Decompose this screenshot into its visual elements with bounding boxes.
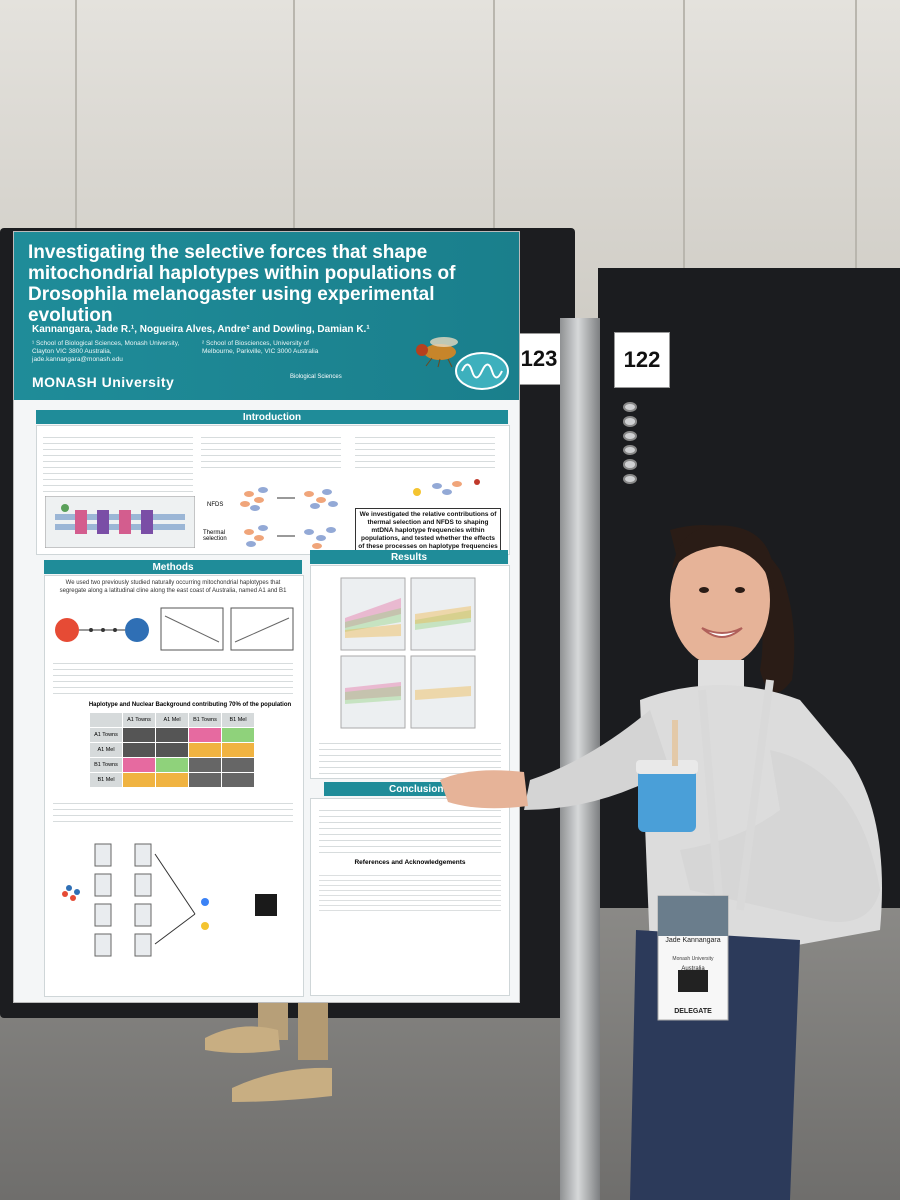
membrane-diagram xyxy=(45,496,195,548)
results-heading: Results xyxy=(310,550,508,564)
table-col-header: B1 Mel xyxy=(221,712,255,728)
table-row-header: B1 Towns xyxy=(89,757,123,773)
biosci-logo: Biological Sciences xyxy=(290,374,342,380)
magnet-strip xyxy=(620,402,640,484)
introduction-heading: Introduction xyxy=(36,410,508,424)
introduction-panel: NFDS Thermal selection We investigated t… xyxy=(36,425,510,562)
poster-header: Investigating the selective forces that … xyxy=(14,232,519,400)
badge-name: Jade Kannangara xyxy=(665,937,721,944)
table-corner xyxy=(89,712,123,728)
experimental-design-diagram xyxy=(62,843,277,957)
methods-heading: Methods xyxy=(44,560,302,574)
table-row-header: B1 Mel xyxy=(89,772,123,788)
badge-country: Australia xyxy=(681,966,705,972)
mitochondrion-icon xyxy=(455,352,509,390)
affiliation-2: ² School of Biosciences, University of M… xyxy=(202,340,319,355)
haplotype-network-and-cline-plots xyxy=(55,607,294,651)
table-col-header: A1 Towns xyxy=(122,712,156,728)
intro-text-2 xyxy=(201,432,341,468)
booth-number-122: 122 xyxy=(614,332,670,388)
results-caption-text xyxy=(319,738,501,774)
poster-authors: Kannangara, Jade R.¹, Nogueira Alves, An… xyxy=(32,324,370,335)
table-col-header: B1 Towns xyxy=(188,712,222,728)
thermal-label: Thermal selection xyxy=(203,530,227,542)
presenter-person xyxy=(440,525,882,1200)
table-row-header: A1 Towns xyxy=(89,727,123,743)
conclusions-text xyxy=(319,805,501,853)
references-heading: References and Acknowledgements xyxy=(354,859,466,866)
methods-panel: We used two previously studied naturally… xyxy=(44,575,304,997)
results-panel xyxy=(310,565,510,779)
nuclear-background-diagram xyxy=(413,479,480,496)
monash-logo: MONASH University xyxy=(32,374,175,390)
conclusions-panel: References and Acknowledgements xyxy=(310,798,510,996)
haplotype-table: A1 Towns A1 Mel B1 Towns B1 Mel A1 Towns… xyxy=(89,712,255,788)
affiliation-1: ¹ School of Biological Sciences, Monash … xyxy=(32,340,180,363)
research-poster: Investigating the selective forces that … xyxy=(14,232,519,1002)
intro-text-3 xyxy=(355,432,495,468)
booth-number-123: 123 xyxy=(515,333,563,385)
selection-diagram xyxy=(240,487,338,549)
table-title: Haplotype and Nuclear Background contrib… xyxy=(88,702,292,708)
intro-text-1 xyxy=(43,432,193,492)
methods-design-text xyxy=(53,798,293,824)
poster-title: Investigating the selective forces that … xyxy=(28,242,456,326)
methods-lead-text: We used two previously studied naturally… xyxy=(59,580,287,594)
methods-body-text xyxy=(53,658,293,698)
table-col-header: A1 Mel xyxy=(155,712,189,728)
references-text xyxy=(319,871,501,911)
nfds-label: NFDS xyxy=(207,502,224,508)
badge-org: Monash University xyxy=(672,956,714,962)
results-facet-plot xyxy=(340,577,476,729)
table-row-header: A1 Mel xyxy=(89,742,123,758)
badge-role: DELEGATE xyxy=(674,1008,712,1015)
fly-icon xyxy=(416,337,458,368)
